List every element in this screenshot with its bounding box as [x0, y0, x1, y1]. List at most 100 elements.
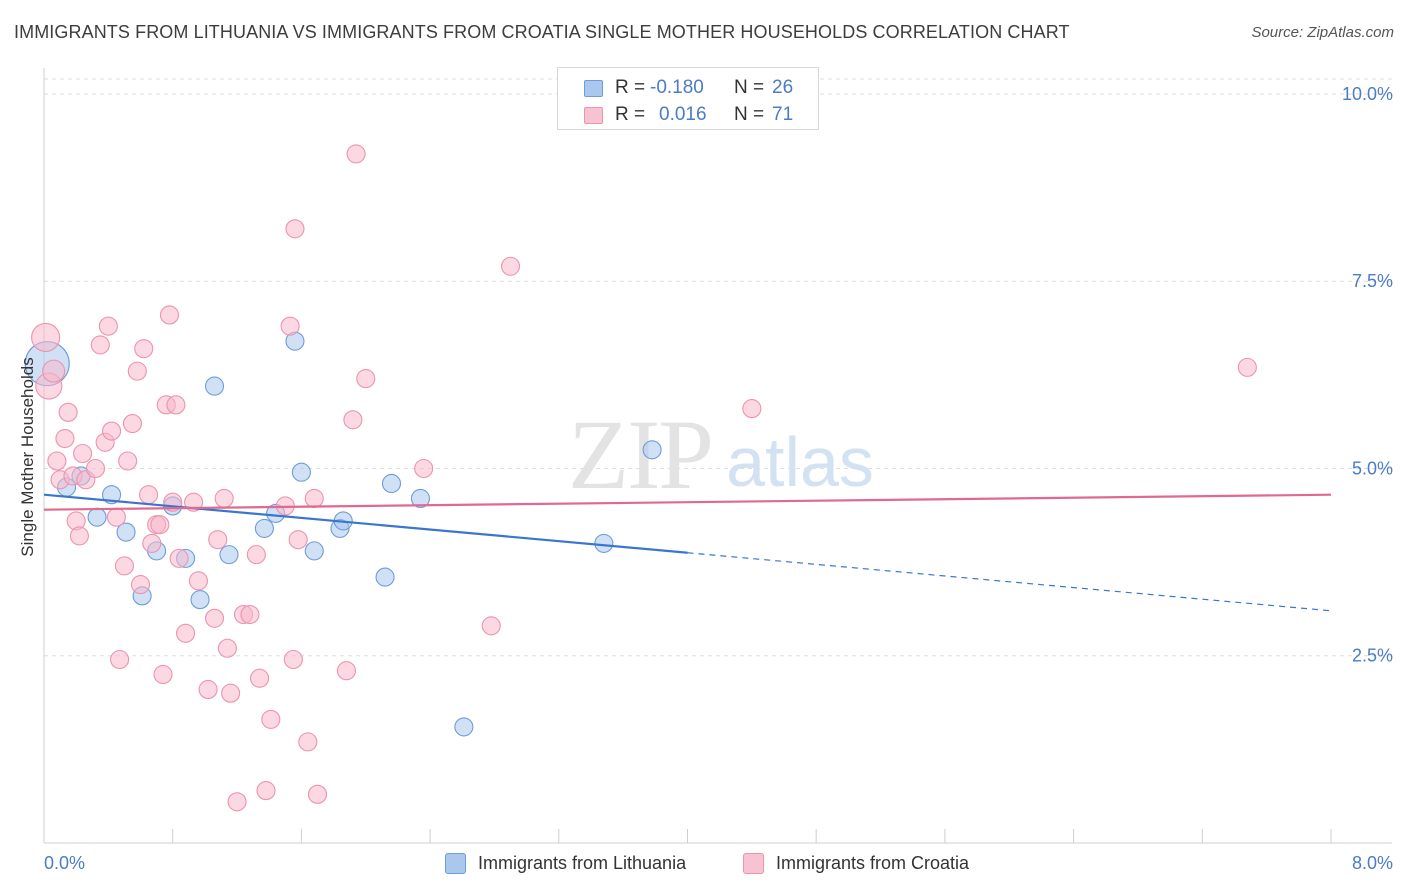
legend-swatch-croatia [584, 107, 603, 124]
watermark: ZIP atlas [568, 399, 874, 510]
data-point-croatia [130, 575, 151, 595]
data-point-croatia [106, 507, 126, 527]
data-point-lithuania [454, 717, 474, 737]
data-point-croatia [139, 485, 159, 505]
data-point-croatia [47, 451, 67, 471]
legend-label-croatia: Immigrants from Croatia [776, 853, 970, 873]
y-tick-label: 5.0% [1352, 458, 1393, 478]
data-point-croatia [159, 305, 180, 325]
data-point-croatia [58, 402, 78, 422]
trend-line-lithuania [43, 493, 688, 554]
data-point-lithuania [291, 462, 311, 482]
trend-lines [43, 493, 1332, 612]
data-point-croatia [188, 571, 208, 591]
y-tick-label: 7.5% [1352, 271, 1393, 291]
chart-source: Source: ZipAtlas.com [1251, 24, 1394, 41]
data-point-lithuania [102, 485, 122, 505]
data-point-lithuania [254, 518, 274, 538]
data-point-lithuania [116, 522, 136, 542]
legend-r-label: R = [615, 104, 646, 125]
correlation-legend: R = -0.180 N = 26 R = 0.016 N = 71 [557, 67, 819, 130]
data-point-croatia [261, 709, 281, 729]
data-point-lithuania [642, 440, 662, 460]
data-point-croatia [500, 256, 521, 276]
data-point-croatia [204, 608, 225, 628]
data-point-croatia [250, 668, 270, 688]
data-point-croatia [118, 451, 138, 471]
series-legend: Immigrants from Lithuania Immigrants fro… [0, 851, 1406, 879]
data-point-croatia [304, 488, 324, 509]
data-point-croatia [221, 683, 241, 703]
legend-n-label: N = [734, 104, 765, 125]
data-point-lithuania [381, 473, 402, 494]
y-tick-label: 10.0% [1342, 84, 1393, 104]
data-point-lithuania [410, 488, 430, 509]
data-point-croatia [114, 556, 134, 576]
data-point-lithuania [204, 376, 225, 396]
data-point-lithuania [594, 533, 614, 553]
legend-r-value: 0.016 [659, 104, 707, 125]
data-point-croatia [85, 458, 106, 479]
data-point-croatia [227, 792, 247, 812]
x-tick-label: 8.0% [1352, 853, 1393, 873]
trend-line-croatia [43, 493, 1332, 511]
x-tick-label: 0.0% [44, 853, 85, 873]
data-point-croatia [217, 638, 237, 658]
data-point-lithuania [87, 507, 107, 527]
data-point-croatia [481, 616, 501, 636]
data-point-croatia [283, 649, 303, 670]
data-point-croatia [214, 488, 234, 509]
data-point-croatia [150, 515, 170, 535]
data-point-croatia [256, 781, 276, 801]
data-point-lithuania [219, 545, 239, 565]
data-point-croatia [134, 339, 154, 359]
data-point-croatia [110, 649, 130, 670]
data-point-croatia [343, 410, 363, 430]
data-point-croatia [298, 732, 318, 752]
data-point-croatia [98, 316, 118, 336]
data-point-croatia [42, 359, 66, 383]
data-point-croatia [288, 530, 308, 550]
legend-label-lithuania: Immigrants from Lithuania [478, 853, 687, 873]
data-point-croatia [336, 661, 356, 681]
data-point-croatia [169, 548, 189, 568]
data-point-croatia [55, 428, 75, 449]
legend-swatch-lithuania [445, 853, 466, 874]
data-point-croatia [127, 361, 147, 381]
data-point-croatia [176, 623, 196, 643]
grid-lines [44, 78, 1392, 657]
watermark-zip: ZIP [568, 399, 712, 510]
legend-r-label: R = [615, 77, 646, 98]
data-point-croatia [153, 664, 173, 685]
trend-line-lithuania-projection [687, 552, 1332, 612]
axes [43, 68, 1392, 844]
y-axis-label: Single Mother Households [18, 357, 37, 557]
data-point-croatia [31, 322, 61, 352]
data-point-croatia [346, 144, 366, 164]
chart-title: IMMIGRANTS FROM LITHUANIA VS IMMIGRANTS … [14, 22, 1070, 42]
legend-n-value: 71 [772, 104, 794, 125]
legend-swatch-croatia [743, 853, 764, 874]
legend-n-value: 26 [772, 77, 794, 98]
data-point-croatia [142, 533, 162, 553]
legend-n-label: N = [734, 77, 765, 98]
data-points [24, 144, 1257, 812]
data-point-croatia [122, 413, 143, 434]
data-point-croatia [102, 421, 122, 441]
data-point-croatia [307, 784, 328, 804]
data-point-croatia [414, 458, 434, 479]
data-point-croatia [198, 679, 218, 700]
data-point-croatia [208, 530, 228, 550]
data-point-lithuania [304, 541, 324, 561]
data-point-croatia [1237, 357, 1257, 377]
data-point-lithuania [190, 590, 210, 610]
data-point-croatia [280, 316, 300, 336]
data-point-croatia [90, 335, 110, 355]
data-point-croatia [742, 399, 762, 419]
data-point-croatia [69, 526, 89, 546]
data-point-croatia [285, 219, 305, 239]
data-point-croatia [356, 369, 376, 389]
data-point-lithuania [375, 567, 395, 587]
data-point-croatia [246, 545, 266, 565]
